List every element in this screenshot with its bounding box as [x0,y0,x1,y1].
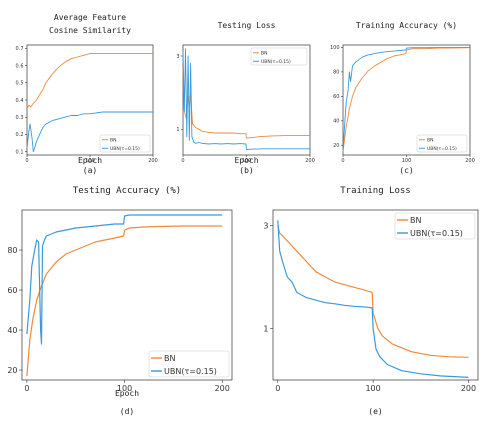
series-line-bn [342,47,471,152]
y-tick-label: 0.5 [16,81,24,87]
x-tick-label: 200 [305,158,315,164]
chart-title: Testing Accuracy (%) [73,186,181,196]
panel-b: Testing Loss 0 100 200 1 3 BN UBN(τ=0.15) Epoch(… [176,21,314,175]
series-line-bn [26,53,153,109]
legend: BN UBN(τ=0.15) [99,134,151,153]
y-tick-label: 60 [7,286,17,295]
x-tick-label: 200 [215,384,230,393]
legend: BN UBN(τ=0.15) [148,350,230,378]
x-tick-label: 200 [461,384,476,393]
x-axis-label: Epoch [234,156,258,165]
x-tick-label: 0 [25,158,28,164]
x-tick-label: 200 [465,158,475,164]
x-tick-label: 0 [275,384,280,393]
x-tick-label: 100 [365,384,380,393]
y-tick-label: 0.6 [16,63,24,69]
x-tick-label: 0 [181,158,184,164]
series-line-ubn [342,47,470,152]
x-tick-label: 0 [24,384,29,393]
x-axis-label: Epoch [78,156,102,165]
x-tick-label: 100 [117,384,132,393]
legend-label: BN [110,137,116,143]
y-tick-label: 40 [333,119,339,125]
legend-box [148,350,230,378]
axes-frame [272,209,479,381]
chart-title: Average Feature [54,13,126,22]
panel-label: (e) [368,407,382,416]
series-line-bn [26,225,223,377]
y-tick-label: 3 [176,54,179,60]
x-tick-label: 200 [148,158,158,164]
x-tick-label: 100 [242,158,252,164]
legend-label: BN [410,216,421,225]
legend-label: UBN(τ=0.15) [261,59,291,65]
panel-label: (d) [120,407,134,416]
y-tick-label: 80 [333,70,339,76]
y-tick-label: 1 [263,324,268,333]
y-tick-label: 60 [333,94,339,100]
x-tick-label: 100 [402,158,412,164]
chart-title: Training Accuracy (%) [356,21,457,30]
legend-box [394,212,476,240]
x-tick-label: 0 [341,158,344,164]
panel-d: Testing Accuracy (%) 0 100 200 20 40 60 80 BN UBN… [7,186,233,416]
y-tick-label: 80 [7,246,17,255]
legend-label: BN [427,137,433,143]
y-tick-label: 20 [7,366,17,375]
y-tick-label: 0.4 [16,98,24,104]
y-tick-label: 0.1 [16,149,24,155]
legend-label: UBN(τ=0.15) [410,229,463,238]
x-tick-label: 100 [85,158,95,164]
legend-label: BN [261,50,267,56]
legend-box [416,134,468,153]
y-tick-label: 3 [263,221,268,230]
axes-frame [21,209,233,381]
series-line-bn [277,225,469,358]
series-line-ubn [26,111,153,153]
legend-label: UBN(τ=0.15) [427,146,457,152]
y-tick-label: 0.7 [16,46,24,52]
y-tick-label: 0.3 [16,115,24,121]
y-tick-label: 20 [333,143,339,149]
chart-title: Training Loss [340,186,410,196]
legend-label: UBN(τ=0.15) [110,146,140,152]
legend: BN UBN(τ=0.15) [250,47,308,66]
panel-a: Average Feature Cosine Similarity 0 100 200 0… [16,13,158,175]
chart-title: Cosine Similarity [49,26,131,35]
y-tick-label: 1 [176,127,179,133]
legend-box [250,47,308,66]
legend-box [99,134,151,153]
panel-e: Training Loss 0 100 200 1 3 BN UBN(τ=0.15) (e) [263,186,479,416]
series-line-ubn [26,214,223,345]
legend-label: UBN(τ=0.15) [164,367,217,376]
y-tick-label: 0.2 [16,132,24,138]
legend: BN UBN(τ=0.15) [416,134,468,153]
y-tick-label: 40 [7,326,17,335]
series-line-bn [182,66,310,139]
legend-label: BN [164,354,175,363]
panel-label: (b) [239,166,253,175]
panel-c: Training Accuracy (%) 0 100 200 20 40 60 80 100 B… [330,21,475,175]
chart-title: Testing Loss [218,21,276,30]
series-line-ubn [182,48,310,150]
series-line-ubn [277,220,469,378]
panel-label: (a) [83,166,97,175]
x-axis-label: Epoch [115,389,139,398]
legend: BN UBN(τ=0.15) [394,212,476,240]
y-tick-label: 100 [330,45,340,51]
panel-label: (c) [399,166,413,175]
